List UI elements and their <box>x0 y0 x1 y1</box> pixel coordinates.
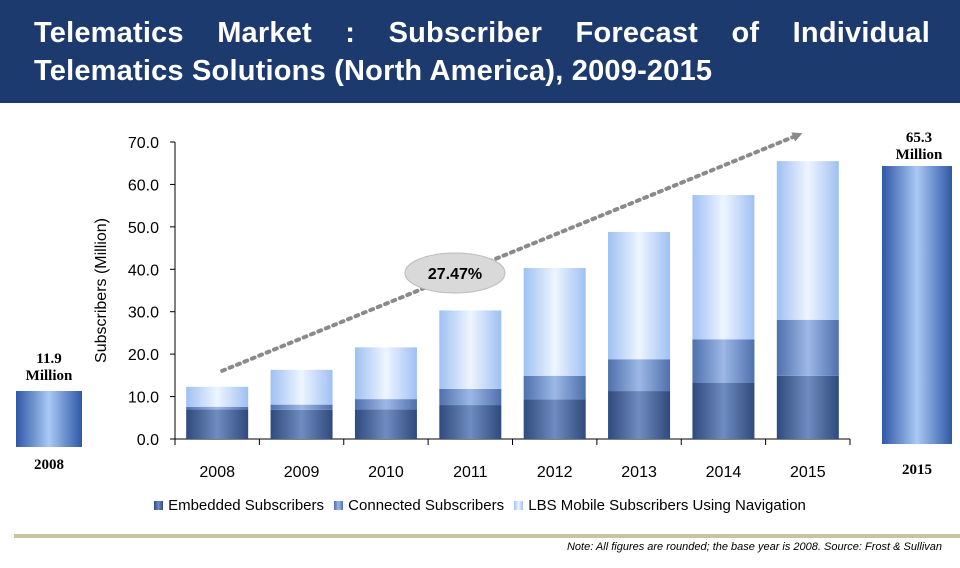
chart-legend: Embedded Subscribers Connected Subscribe… <box>0 497 960 514</box>
bar-connected-2009 <box>270 404 333 410</box>
bar-connected-2011 <box>439 388 502 406</box>
footer-divider <box>14 534 960 538</box>
bar-embedded-2009 <box>270 409 333 439</box>
legend-label-connected: Connected Subscribers <box>348 497 505 514</box>
legend-swatch-lbs <box>514 501 524 510</box>
legend-item-lbs: LBS Mobile Subscribers Using Navigation <box>514 497 806 514</box>
y-tick-label: 20.0 <box>128 347 159 364</box>
y-tick-label: 40.0 <box>128 262 159 279</box>
x-tick-label: 2010 <box>368 464 404 481</box>
bar-lbs-2012 <box>523 268 586 376</box>
bar-embedded-2013 <box>608 391 671 439</box>
y-tick-label: 10.0 <box>128 390 159 407</box>
bar-embedded-2011 <box>439 405 502 439</box>
x-tick-label: 2012 <box>537 464 573 481</box>
bar-lbs-2009 <box>270 369 333 405</box>
bar-lbs-2010 <box>354 347 417 400</box>
title-line-1: Telematics Market : Subscriber Forecast … <box>34 17 930 49</box>
bar-lbs-2015 <box>776 161 839 320</box>
left-total-label: 11.9 Million <box>12 351 86 385</box>
bar-embedded-2010 <box>354 409 417 439</box>
bar-lbs-2013 <box>608 231 671 360</box>
legend-label-embedded: Embedded Subscribers <box>168 497 324 514</box>
bar-embedded-2012 <box>523 399 586 439</box>
x-tick-label: 2011 <box>453 464 488 481</box>
left-total-value: 11.9 <box>36 351 62 367</box>
bar-connected-2014 <box>692 339 755 383</box>
x-tick-label: 2009 <box>284 464 320 481</box>
x-tick-label: 2015 <box>790 464 826 481</box>
legend-label-lbs: LBS Mobile Subscribers Using Navigation <box>528 497 806 514</box>
bar-embedded-2008 <box>186 409 249 439</box>
right-total-unit: Million <box>895 147 943 163</box>
bar-connected-2010 <box>354 399 417 410</box>
bar-lbs-2011 <box>439 310 502 389</box>
y-tick-label: 30.0 <box>128 305 159 322</box>
bar-layer <box>186 161 839 439</box>
right-total-bar <box>882 166 952 444</box>
legend-item-embedded: Embedded Subscribers <box>154 497 324 514</box>
bar-connected-2012 <box>523 375 586 400</box>
bar-embedded-2014 <box>692 382 755 439</box>
header-banner: Telematics Market : Subscriber Forecast … <box>0 0 960 103</box>
bar-lbs-2014 <box>692 195 755 340</box>
y-axis-title: Subscribers (Million) <box>93 218 110 363</box>
bar-connected-2015 <box>776 319 839 376</box>
trend-arrow <box>220 132 803 373</box>
legend-swatch-embedded <box>154 501 164 510</box>
stacked-bar-chart: 0.0 10.0 20.0 30.0 40.0 50.0 60.0 70.0 2008 2009 2… <box>93 132 851 481</box>
x-tick-label: 2014 <box>706 464 742 481</box>
bar-connected-2013 <box>608 359 671 392</box>
axis-layer: 0.0 10.0 20.0 30.0 40.0 50.0 60.0 70.0 2008 2009 2… <box>93 135 851 481</box>
y-tick-label: 70.0 <box>128 135 159 152</box>
left-total-unit: Million <box>25 368 73 384</box>
bar-embedded-2015 <box>776 375 839 439</box>
x-tick-label: 2008 <box>199 464 235 481</box>
footer-note: Note: All figures are rounded; the base … <box>566 541 942 553</box>
annotation-layer: 27.47% <box>220 132 803 373</box>
bar-connected-2008 <box>186 406 249 410</box>
cagr-label: 27.47% <box>428 266 482 283</box>
cagr-badge <box>404 252 506 294</box>
y-tick-label: 50.0 <box>128 220 159 237</box>
page-title: Telematics Market : Subscriber Forecast … <box>34 14 930 90</box>
left-year-label: 2008 <box>34 457 64 473</box>
left-total-bar <box>16 391 82 447</box>
title-line-2: Telematics Solutions (North America), 20… <box>34 55 713 87</box>
x-tick-label: 2013 <box>621 464 657 481</box>
legend-item-connected: Connected Subscribers <box>334 497 504 514</box>
legend-swatch-connected <box>334 501 344 510</box>
bar-lbs-2008 <box>186 386 249 407</box>
right-year-label: 2015 <box>902 462 932 478</box>
y-tick-label: 60.0 <box>128 177 159 194</box>
right-total-label: 65.3 Million <box>882 130 956 164</box>
y-tick-label: 0.0 <box>137 432 159 449</box>
right-total-value: 65.3 <box>905 130 933 146</box>
